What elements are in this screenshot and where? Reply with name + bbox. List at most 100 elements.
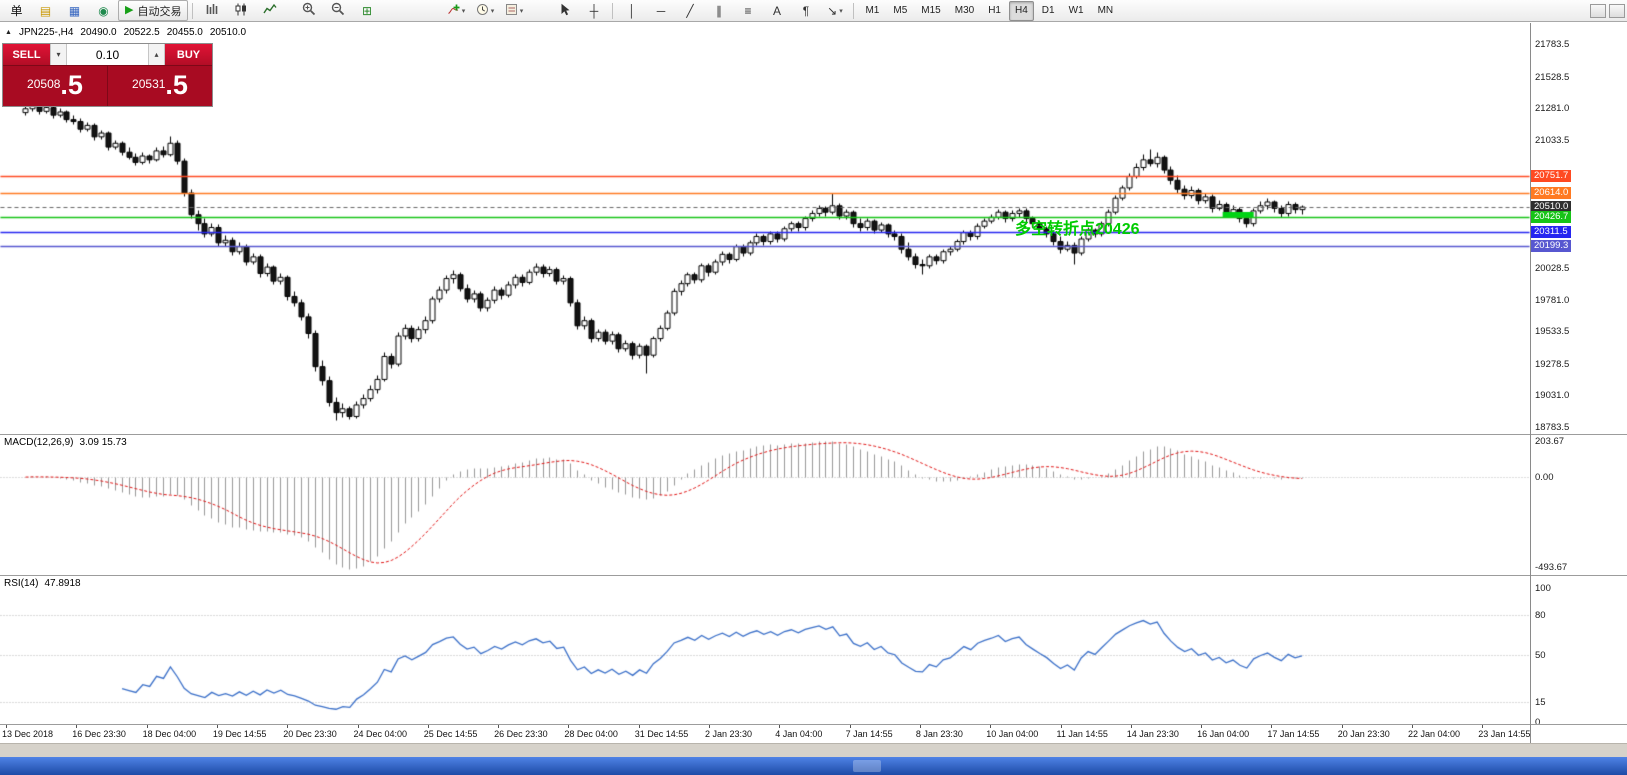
time-axis-label: 14 Jan 23:30 bbox=[1126, 729, 1179, 739]
time-axis-label: 28 Dec 04:00 bbox=[564, 729, 618, 739]
time-axis-label: 8 Jan 23:30 bbox=[915, 729, 963, 739]
buy-button[interactable]: BUY bbox=[165, 44, 212, 65]
one-click-collapse-button[interactable]: ▲ bbox=[5, 29, 12, 36]
time-axis-label: 20 Dec 23:30 bbox=[283, 729, 337, 739]
time-axis-label: 16 Dec 23:30 bbox=[72, 729, 126, 739]
rsi-axis-label: 15 bbox=[1535, 696, 1546, 708]
time-axis-label: 4 Jan 04:00 bbox=[775, 729, 823, 739]
tile-windows-button[interactable]: ⊞ bbox=[352, 0, 381, 21]
trendline-button[interactable]: ╱ bbox=[675, 0, 704, 21]
sell-price[interactable]: 20508 .5 bbox=[3, 66, 108, 106]
volume-up-button[interactable]: ▴ bbox=[148, 44, 165, 65]
line-chart-button[interactable] bbox=[255, 0, 284, 21]
arrows-button[interactable]: ↘ ▾ bbox=[820, 0, 849, 21]
buy-price-big-digit: .5 bbox=[165, 70, 188, 100]
macd-name: MACD(12,26,9) bbox=[4, 437, 74, 448]
text-button[interactable]: A bbox=[762, 0, 791, 21]
bar-chart-icon bbox=[205, 3, 219, 19]
vertical-line-icon: │ bbox=[628, 3, 636, 18]
timeframe-m30-button[interactable]: M30 bbox=[954, 5, 975, 16]
time-axis-label: 17 Jan 14:55 bbox=[1267, 729, 1320, 739]
timeframe-h1-button[interactable]: H1 bbox=[988, 5, 1001, 16]
rsi-pane: RSI(14) 47.8918 100 80 50 15 0 bbox=[0, 576, 1627, 728]
time-axis-tick bbox=[1341, 725, 1343, 728]
time-axis-tick bbox=[6, 725, 7, 728]
timeframe-m15-button[interactable]: M15 bbox=[921, 5, 941, 16]
price-axis-label: 21033.5 bbox=[1535, 134, 1570, 146]
time-axis-label: 23 Jan 14:55 bbox=[1478, 729, 1531, 739]
macd-axis[interactable]: 203.67 0.00 -493.67 bbox=[1531, 435, 1627, 575]
dock-right-button[interactable] bbox=[1609, 3, 1625, 18]
time-axis[interactable]: 13 Dec 2018 16 Dec 23:30 18 Dec 04:00 19 De… bbox=[0, 725, 1627, 743]
time-axis-label: 11 Jan 14:55 bbox=[1056, 729, 1108, 739]
time-axis-tick bbox=[709, 725, 710, 728]
time-axis-tick bbox=[849, 725, 851, 728]
profiles-button[interactable]: ▤ bbox=[31, 0, 60, 21]
axis-separator bbox=[1530, 23, 1531, 743]
market-watch-button[interactable]: ▦ bbox=[60, 0, 89, 21]
candle-chart-button[interactable] bbox=[226, 0, 255, 21]
price-axis[interactable]: 21783.5 21528.5 21281.0 21033.5 20028.5 19781… bbox=[1531, 23, 1627, 434]
channel-icon: ∥ bbox=[715, 3, 722, 18]
indicators-button[interactable]: ▾ bbox=[441, 0, 470, 21]
price-chart-canvas[interactable] bbox=[0, 23, 1530, 434]
sell-price-main: 20508 bbox=[27, 77, 61, 91]
macd-chart-canvas[interactable] bbox=[0, 435, 1530, 575]
pane-separator[interactable] bbox=[0, 434, 1627, 435]
cursor-button[interactable] bbox=[550, 0, 579, 21]
timeframe-h4-button[interactable]: H4 bbox=[1008, 0, 1034, 21]
autotrading-button[interactable]: ▶ 自动交易 bbox=[118, 0, 189, 21]
time-axis-tick bbox=[146, 725, 148, 728]
volume-down-button[interactable]: ▾ bbox=[50, 44, 67, 65]
macd-pane: MACD(12,26,9) 3.09 15.73 203.67 0.00 -493.… bbox=[0, 435, 1627, 575]
timeframe-m5-button[interactable]: M5 bbox=[893, 5, 908, 16]
zoom-in-button[interactable] bbox=[294, 0, 323, 21]
time-axis-tick bbox=[568, 725, 570, 728]
zoom-out-button[interactable] bbox=[323, 0, 352, 21]
sell-price-big-digit: .5 bbox=[60, 70, 83, 100]
rsi-chart-canvas[interactable] bbox=[0, 576, 1530, 724]
new-order-icon: 单 bbox=[10, 3, 23, 18]
timeframe-mn-button[interactable]: MN bbox=[1097, 5, 1114, 16]
buy-price[interactable]: 20531 .5 bbox=[108, 66, 212, 106]
text-label-button[interactable]: ¶ bbox=[791, 0, 820, 21]
macd-axis-label: -493.67 bbox=[1535, 562, 1568, 573]
profiles-icon: ▤ bbox=[39, 3, 52, 18]
templates-button[interactable]: ▾ bbox=[499, 0, 528, 21]
text-icon: A bbox=[772, 3, 781, 18]
chart-annotation-text[interactable]: 多空转折点20426 bbox=[1015, 221, 1140, 238]
toolbar-separator bbox=[612, 2, 614, 19]
new-order-button[interactable]: 单 bbox=[2, 0, 31, 21]
sell-button[interactable]: SELL bbox=[3, 44, 50, 65]
dock-left-button[interactable] bbox=[1590, 3, 1606, 18]
navigator-button[interactable]: ◉ bbox=[89, 0, 118, 21]
rsi-value: 47.8918 bbox=[44, 578, 81, 589]
windows-taskbar[interactable] bbox=[0, 757, 1627, 775]
periods-button[interactable]: ▾ bbox=[470, 0, 499, 21]
pane-separator[interactable] bbox=[0, 575, 1627, 576]
time-axis-tick bbox=[990, 725, 992, 728]
chevron-down-icon: ▾ bbox=[839, 7, 843, 15]
price-axis-label: 20028.5 bbox=[1535, 263, 1570, 275]
time-axis-label: 19 Dec 14:55 bbox=[212, 729, 267, 739]
fibonacci-button[interactable]: ≡ bbox=[733, 0, 762, 21]
time-axis-tick bbox=[357, 725, 359, 728]
taskbar-button[interactable] bbox=[853, 760, 881, 772]
macd-values: 3.09 15.73 bbox=[79, 437, 127, 448]
autotrading-label: 自动交易 bbox=[137, 5, 182, 18]
rsi-axis-label: 0 bbox=[1535, 717, 1541, 728]
vertical-line-button[interactable]: │ bbox=[617, 0, 646, 21]
high-value: 20522.5 bbox=[123, 27, 160, 38]
channel-button[interactable]: ∥ bbox=[704, 0, 733, 21]
rsi-axis-label: 80 bbox=[1535, 609, 1546, 621]
rsi-axis[interactable]: 100 80 50 15 0 bbox=[1531, 576, 1627, 728]
volume-input[interactable] bbox=[67, 44, 148, 65]
timeframe-w1-button[interactable]: W1 bbox=[1068, 5, 1084, 16]
horizontal-line-button[interactable]: ─ bbox=[646, 0, 675, 21]
time-axis-tick bbox=[427, 725, 429, 728]
timeframe-m1-button[interactable]: M1 bbox=[865, 5, 880, 16]
bar-chart-button[interactable] bbox=[197, 0, 226, 21]
crosshair-button[interactable]: ┼ bbox=[579, 0, 608, 21]
timeframe-d1-button[interactable]: D1 bbox=[1041, 5, 1055, 16]
time-axis-label: 24 Dec 04:00 bbox=[353, 729, 408, 739]
